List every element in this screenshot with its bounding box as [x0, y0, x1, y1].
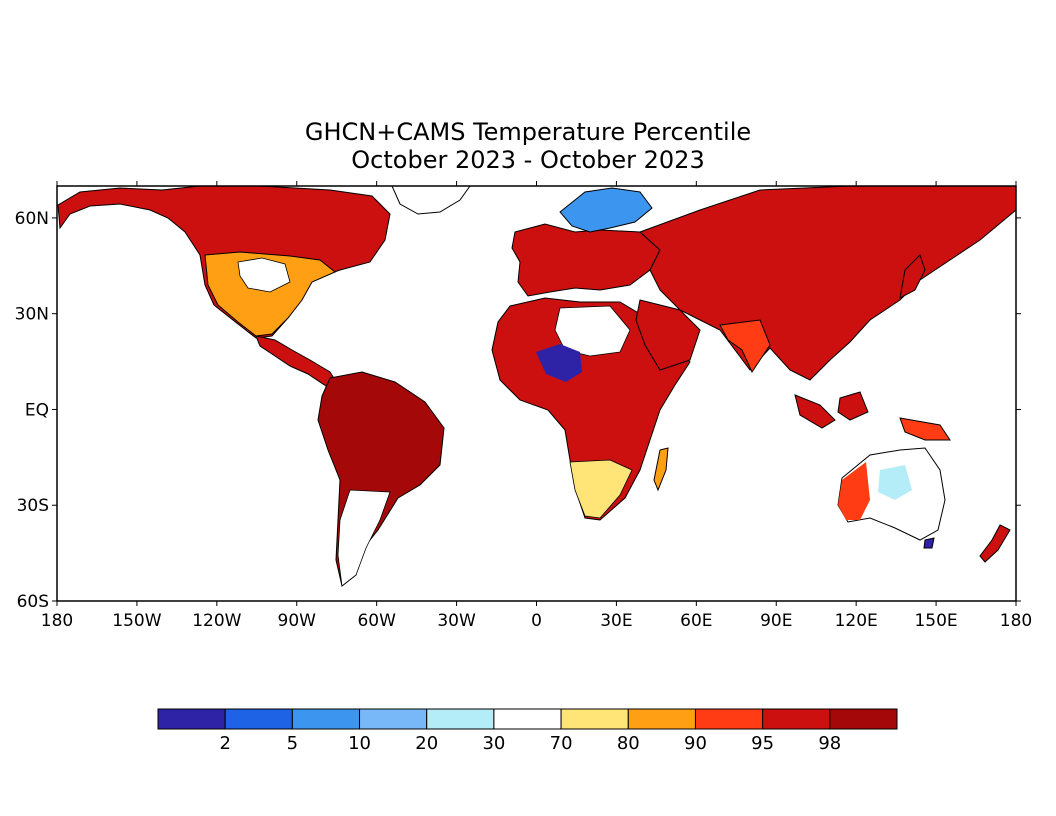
- lat-tick-label: 60N: [15, 209, 49, 229]
- legend-label: 98: [818, 733, 841, 754]
- legend-swatch: [493, 708, 562, 730]
- legend-label: 30: [482, 733, 505, 754]
- legend-swatch: [224, 708, 293, 730]
- color-legend: 2 5 10 20 30 70 80 90 95 98: [157, 708, 898, 754]
- legend-swatch: [359, 708, 428, 730]
- south-america-south: [337, 489, 391, 587]
- lon-tick-label: 150E: [914, 611, 957, 631]
- arabia: [635, 299, 701, 371]
- lat-tick-label: 30S: [17, 496, 49, 516]
- central-america: [255, 335, 336, 387]
- borneo: [837, 391, 869, 421]
- southern-africa-neutral: [569, 459, 633, 519]
- lat-tick-label: EQ: [25, 400, 49, 420]
- legend-swatch: [560, 708, 629, 730]
- west-australia-warm: [838, 462, 870, 520]
- sahara-neutral: [554, 305, 631, 357]
- legend-label: 5: [287, 733, 298, 754]
- legend-label: 70: [550, 733, 573, 754]
- south-america: [317, 371, 445, 587]
- madagascar: [653, 447, 669, 492]
- indonesia: [794, 394, 836, 429]
- legend-label: 95: [751, 733, 774, 754]
- land-masses: [57, 185, 1017, 587]
- legend-swatch: [627, 708, 696, 730]
- legend-swatch: [291, 708, 361, 730]
- lon-tick-label: 60E: [680, 611, 712, 631]
- japan: [899, 254, 926, 299]
- lon-tick-label: 150W: [112, 611, 161, 631]
- lon-tick-label: 60W: [357, 611, 396, 631]
- legend-label: 90: [684, 733, 707, 754]
- legend-label: 80: [617, 733, 640, 754]
- cold-anomaly-africa: [536, 344, 582, 382]
- legend-label: 20: [415, 733, 438, 754]
- legend-label: 2: [219, 733, 230, 754]
- usa-region: [204, 251, 336, 337]
- lat-tick-label: 30N: [15, 305, 49, 325]
- lon-tick-label: 120E: [835, 611, 878, 631]
- legend-swatch: [762, 708, 831, 730]
- lon-tick-label: 180: [1000, 611, 1032, 631]
- india: [719, 319, 771, 374]
- new-guinea: [899, 417, 951, 441]
- map-subtitle: October 2023 - October 2023: [351, 146, 705, 174]
- australia-cool: [878, 465, 912, 500]
- asia: [639, 185, 1017, 381]
- legend-swatch: [157, 708, 226, 730]
- new-zealand: [979, 524, 1011, 563]
- midwest-neutral: [237, 257, 291, 293]
- map-title: GHCN+CAMS Temperature Percentile: [304, 118, 752, 146]
- lon-tick-label: 90E: [760, 611, 792, 631]
- scandinavia: [559, 187, 653, 233]
- lon-tick-label: 180: [41, 611, 73, 631]
- legend-swatch: [829, 708, 898, 730]
- tasmania: [923, 537, 935, 549]
- lon-tick-label: 30E: [600, 611, 632, 631]
- lon-tick-label: 0: [531, 611, 542, 631]
- lat-tick-label: 60S: [17, 592, 49, 612]
- lon-tick-label: 120W: [192, 611, 241, 631]
- lon-tick-label: 90W: [278, 611, 317, 631]
- legend-swatch: [426, 708, 495, 730]
- legend-swatch: [694, 708, 764, 730]
- greenland: [391, 185, 471, 215]
- europe: [511, 223, 661, 297]
- legend-label: 10: [348, 733, 371, 754]
- lon-tick-label: 30W: [437, 611, 476, 631]
